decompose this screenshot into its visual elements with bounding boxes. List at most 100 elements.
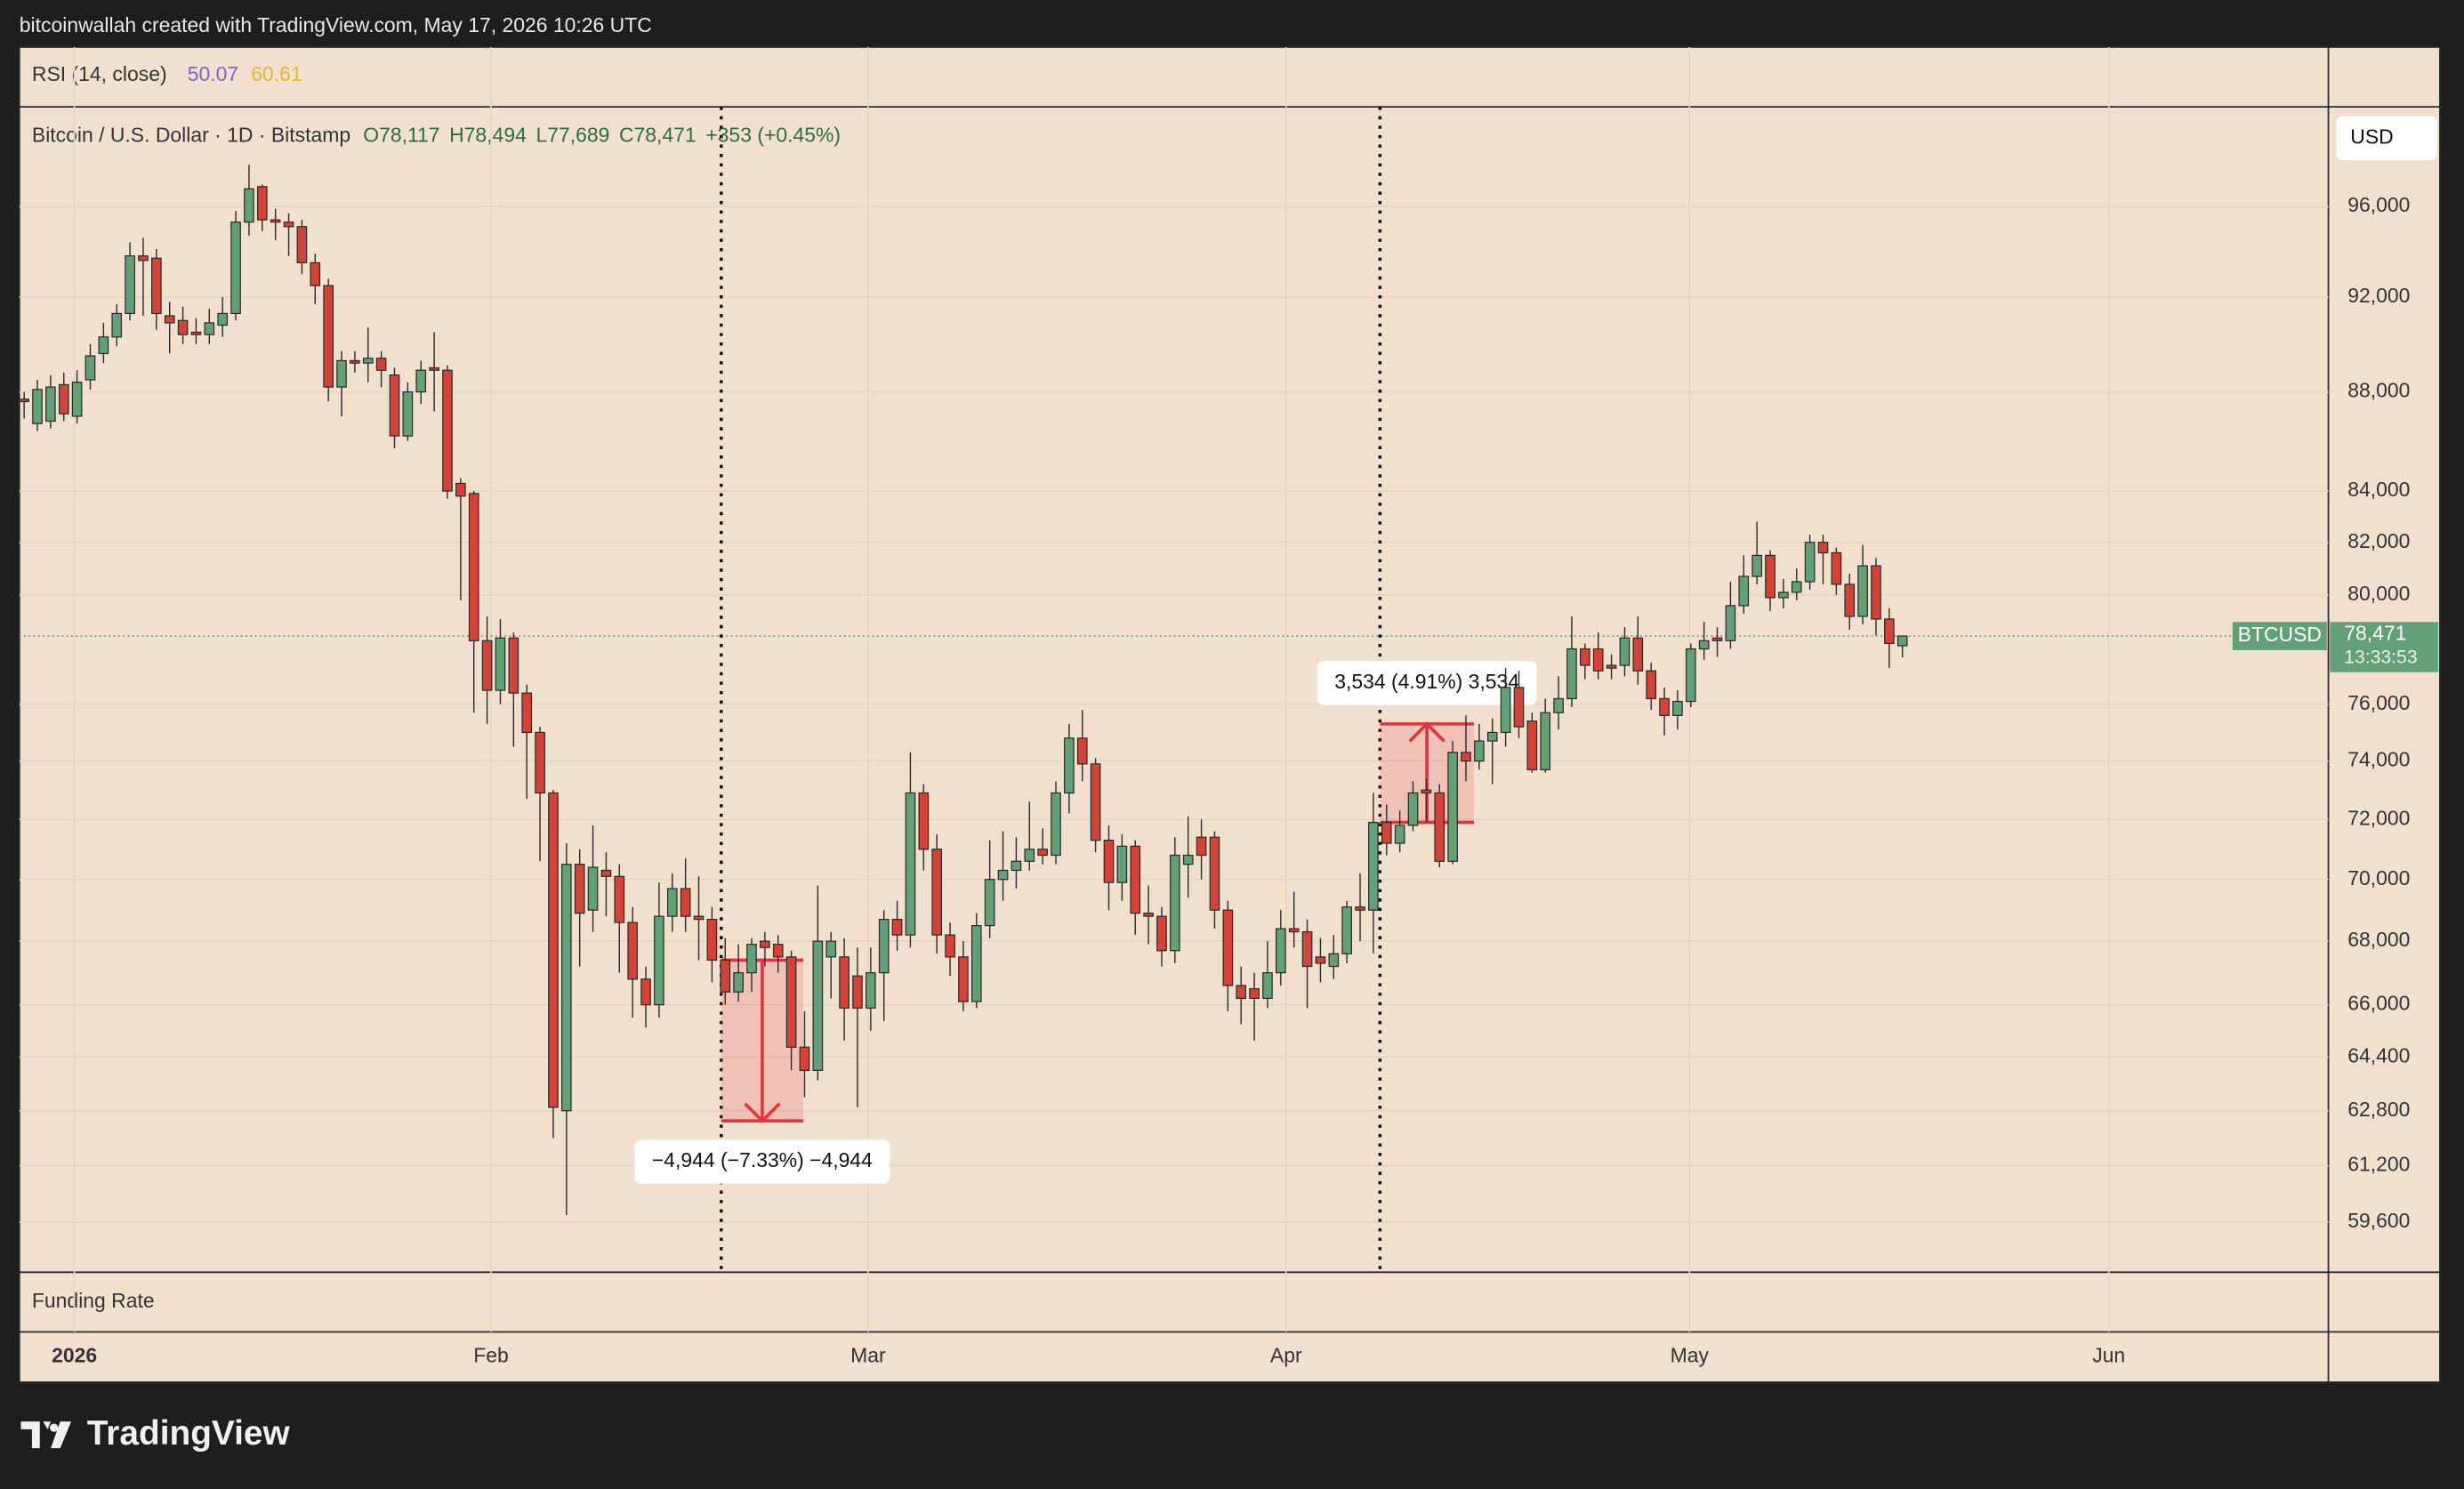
candle-body <box>270 219 281 223</box>
measure-label: 3,534 (4.91%) 3,534 <box>1317 661 1537 705</box>
candle-body <box>1051 792 1061 857</box>
candle-body <box>1698 640 1710 650</box>
candle-body <box>481 640 493 691</box>
candle-body <box>1275 928 1286 974</box>
ohlc-legend: +353 (+0.45%) <box>705 124 841 147</box>
candle-body <box>1421 789 1432 794</box>
header-text: bitcoinwallah created with TradingView.c… <box>20 13 652 36</box>
y-tick-label: 66,000 <box>2347 992 2410 1015</box>
candle-body <box>1355 906 1365 911</box>
candle-body <box>984 879 995 927</box>
brand-logo <box>20 1421 72 1449</box>
y-tick-label: 59,600 <box>2347 1209 2410 1232</box>
candle-body <box>190 331 202 335</box>
x-tick-label: Jun <box>2092 1344 2125 1367</box>
candle-body <box>614 875 625 923</box>
x-tick-label: Apr <box>1270 1344 1302 1367</box>
candle-body <box>1024 849 1035 862</box>
candle-body <box>1407 792 1419 826</box>
candle-body <box>1896 635 1908 647</box>
candle-body <box>45 386 56 423</box>
candle-body <box>1182 854 1194 865</box>
candle-body <box>535 731 545 794</box>
y-tick-label: 61,200 <box>2347 1153 2410 1176</box>
candle-body <box>296 226 308 264</box>
candle-body <box>905 792 916 936</box>
y-tick-label: 88,000 <box>2347 379 2410 402</box>
candle-body <box>1672 700 1683 716</box>
x-tick-label: 2026 <box>52 1344 97 1367</box>
candle-body <box>1381 821 1392 844</box>
measure-label-box <box>1317 661 1537 705</box>
currency-button[interactable] <box>2336 116 2437 161</box>
candle-body <box>1619 637 1631 666</box>
candle-body <box>1368 821 1379 911</box>
candle-body <box>1156 915 1167 952</box>
candle-body <box>1011 860 1022 872</box>
candle-body <box>1341 906 1352 954</box>
candle-body <box>1513 687 1525 728</box>
candle-body <box>733 972 744 993</box>
candle-body <box>402 390 414 437</box>
candle-body <box>812 940 824 1071</box>
candle-body <box>1037 849 1048 857</box>
candle-body <box>204 322 215 335</box>
candle-body <box>866 972 876 1009</box>
candle-body <box>720 959 731 993</box>
candle-body <box>1646 670 1657 700</box>
candle-body <box>1738 575 1750 607</box>
candle-body <box>508 637 519 694</box>
candle-body <box>429 366 439 371</box>
candle-body <box>1751 554 1762 577</box>
y-tick-label: 68,000 <box>2347 928 2410 951</box>
candle-body <box>468 493 479 641</box>
ohlc-legend: H78,494 <box>449 124 527 147</box>
candle-body <box>1461 752 1471 762</box>
chart-title: Bitcoin / U.S. Dollar · 1D · Bitstamp <box>32 124 350 147</box>
candle-body <box>627 922 638 980</box>
y-tick-label: 76,000 <box>2347 691 2410 714</box>
candle-body <box>32 389 43 424</box>
y-tick-label: 84,000 <box>2347 478 2410 501</box>
y-tick-label: 92,000 <box>2347 284 2410 307</box>
candle-body <box>336 359 347 388</box>
candle-body <box>1447 752 1458 862</box>
candle-body <box>1064 737 1075 794</box>
candle-body <box>177 319 189 335</box>
candle-body <box>958 956 969 1002</box>
candle-body <box>1500 687 1511 734</box>
candle-body <box>1580 648 1590 666</box>
y-tick-label: 70,000 <box>2347 866 2410 889</box>
candle-body <box>1222 909 1234 986</box>
candle-body <box>1725 605 1736 641</box>
candle-body <box>918 792 930 850</box>
candle-body <box>746 944 757 974</box>
candle-body <box>1831 551 1842 585</box>
candle-body <box>891 918 903 936</box>
candle-body <box>1844 584 1856 617</box>
candle-body <box>350 359 360 364</box>
y-tick-label: 64,400 <box>2347 1043 2410 1066</box>
symbol-tag-text: BTCUSD <box>2238 623 2322 646</box>
candle-body <box>1884 618 1895 645</box>
y-tick-label: 74,000 <box>2347 748 2410 771</box>
candle-body <box>1817 542 1829 554</box>
candle-body <box>839 956 850 1009</box>
currency-label[interactable]: USD <box>2350 125 2393 148</box>
candle-body <box>1791 581 1802 593</box>
candle-body <box>970 924 982 1002</box>
candle-body <box>1434 792 1445 862</box>
candle-body <box>772 944 784 958</box>
measure-label-text: −4,944 (−7.33%) −4,944 <box>652 1148 873 1171</box>
candle-body <box>1526 720 1538 770</box>
candle-body <box>1711 637 1723 641</box>
chart-frame <box>18 46 2441 1383</box>
candle-body <box>389 374 400 437</box>
candle-body <box>71 382 83 417</box>
ohlc-legend: C78,471 <box>619 124 697 147</box>
candle-body <box>706 918 718 961</box>
brand-name: TradingView <box>87 1414 291 1453</box>
y-tick-label: 80,000 <box>2347 582 2410 605</box>
candle-body <box>1103 840 1115 883</box>
